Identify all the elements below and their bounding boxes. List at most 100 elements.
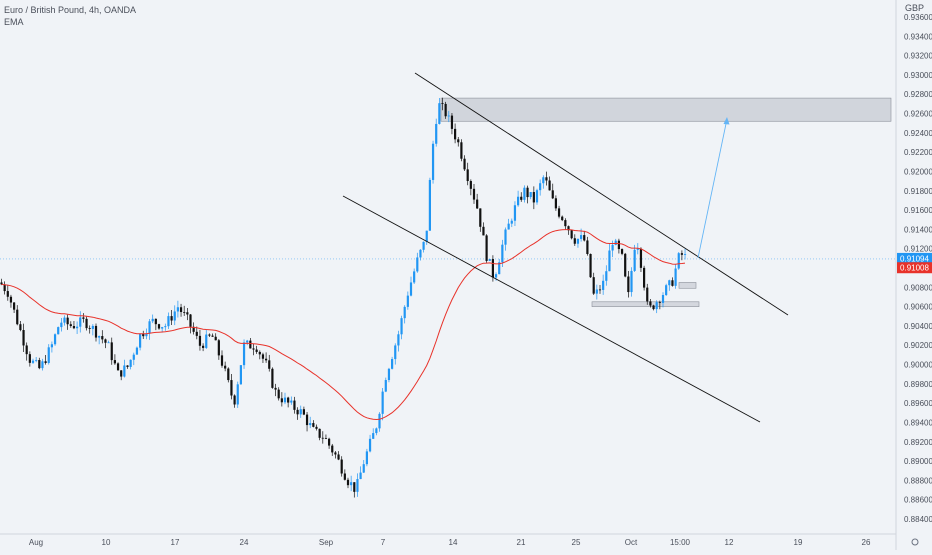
candle-body: [324, 438, 328, 439]
candle-body: [655, 302, 658, 310]
candle-body: [381, 391, 384, 414]
candle-body: [91, 325, 94, 329]
candle-body: [318, 428, 321, 438]
candle-body: [513, 205, 517, 221]
candle-body: [397, 334, 400, 346]
candle-body: [425, 230, 428, 242]
candle-body: [116, 363, 120, 371]
candle-body: [391, 359, 394, 369]
y-tick-label: 0.90000: [904, 361, 932, 370]
candle-body: [69, 324, 72, 327]
settings-gear-icon: [911, 538, 919, 546]
candle-body: [498, 262, 501, 275]
y-tick-label: 0.90400: [904, 322, 932, 331]
candle-body: [652, 305, 655, 310]
y-tick-label: 0.92200: [904, 148, 932, 157]
candle-body: [460, 142, 463, 159]
candle-body: [394, 345, 397, 360]
candle-body: [57, 327, 60, 335]
candle-body: [620, 249, 624, 254]
candle-body: [22, 330, 25, 346]
candle-body: [368, 438, 372, 452]
candle-body: [507, 223, 510, 230]
candle-body: [249, 340, 252, 349]
candle-body: [98, 336, 101, 338]
x-tick-label: 7: [381, 538, 386, 547]
candle-body: [680, 253, 683, 255]
currency-label: GBP: [904, 3, 924, 13]
candle-body: [41, 361, 44, 369]
candle-body: [633, 249, 636, 271]
candle-body: [28, 354, 31, 363]
x-tick-label: 19: [794, 538, 803, 547]
y-tick-label: 0.90800: [904, 283, 932, 292]
candle-body: [526, 187, 529, 198]
candle-body: [0, 282, 3, 285]
y-tick-label: 0.89800: [904, 380, 932, 389]
candle-body: [444, 103, 447, 117]
candle-body: [101, 336, 104, 340]
x-tick-label: 26: [862, 538, 871, 547]
y-tick-label: 0.92600: [904, 110, 932, 119]
candle-body: [510, 220, 513, 224]
candle-body: [220, 355, 224, 366]
y-tick-label: 0.93200: [904, 52, 932, 61]
candle-body: [520, 196, 523, 200]
candle-body: [570, 230, 573, 239]
candle-body: [535, 190, 539, 203]
candle-body: [151, 318, 154, 322]
candle-body: [274, 387, 277, 390]
candle-body: [9, 296, 13, 303]
candle-body: [517, 196, 520, 206]
y-tick-label: 0.89000: [904, 457, 932, 466]
chart-legend: Euro / British Pound, 4h, OANDA EMA: [4, 4, 136, 28]
candle-body: [586, 240, 589, 254]
candle-body: [202, 345, 205, 348]
candle-body: [252, 348, 255, 350]
candle-body: [290, 400, 293, 403]
candle-body: [211, 335, 214, 337]
candle-body: [595, 289, 598, 294]
candle-body: [179, 307, 183, 313]
candle-body: [476, 199, 479, 209]
candle-body: [38, 360, 41, 369]
candle-body: [208, 334, 211, 336]
support-box-small: [678, 282, 697, 289]
candle-body: [283, 397, 287, 403]
candle-body: [532, 192, 535, 203]
candle-body: [126, 365, 129, 367]
candle-body: [265, 358, 268, 361]
candle-body: [372, 433, 375, 439]
candle-body: [554, 198, 557, 209]
candle-body: [296, 409, 299, 415]
candle-body: [580, 235, 583, 239]
candle-body: [564, 220, 567, 227]
candle-body: [561, 216, 564, 221]
candle-body: [356, 479, 359, 492]
candle-body: [674, 268, 677, 286]
candle-body: [242, 342, 246, 366]
candle-body: [482, 226, 485, 236]
candle-body: [573, 238, 576, 244]
y-tick-label: 0.88400: [904, 515, 932, 524]
projection-line: [697, 118, 728, 259]
candle-body: [120, 370, 123, 377]
candle-body: [157, 324, 161, 329]
candle-body: [88, 328, 91, 329]
target-zone: [440, 97, 892, 122]
candle-body: [350, 482, 353, 486]
last-price-tag: [897, 252, 932, 264]
candle-body: [567, 226, 570, 231]
candle-body: [450, 115, 454, 129]
candle-body: [677, 253, 680, 269]
y-tick-label: 0.92800: [904, 90, 932, 99]
x-tick-label: 21: [517, 538, 526, 547]
x-tick-label: 25: [572, 538, 581, 547]
candle-body: [186, 312, 189, 315]
candle-body: [542, 177, 545, 184]
y-tick-label: 0.89400: [904, 418, 932, 427]
channel-upper-line: [414, 72, 789, 316]
ema-tag-label: 0.91008: [900, 264, 929, 273]
